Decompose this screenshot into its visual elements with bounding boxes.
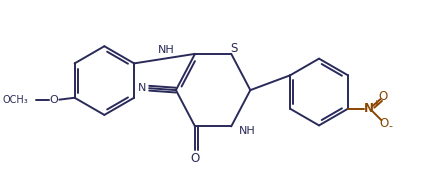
Text: NH: NH: [158, 45, 175, 55]
Text: O: O: [380, 117, 389, 130]
Text: -: -: [389, 121, 393, 131]
Text: O: O: [378, 90, 388, 103]
Text: N: N: [364, 102, 374, 115]
Text: +: +: [372, 100, 379, 108]
Text: O: O: [191, 152, 200, 165]
Text: OCH₃: OCH₃: [2, 95, 28, 105]
Text: S: S: [230, 42, 238, 55]
Text: NH: NH: [239, 126, 255, 136]
Text: O: O: [49, 95, 58, 105]
Text: N: N: [138, 83, 147, 93]
